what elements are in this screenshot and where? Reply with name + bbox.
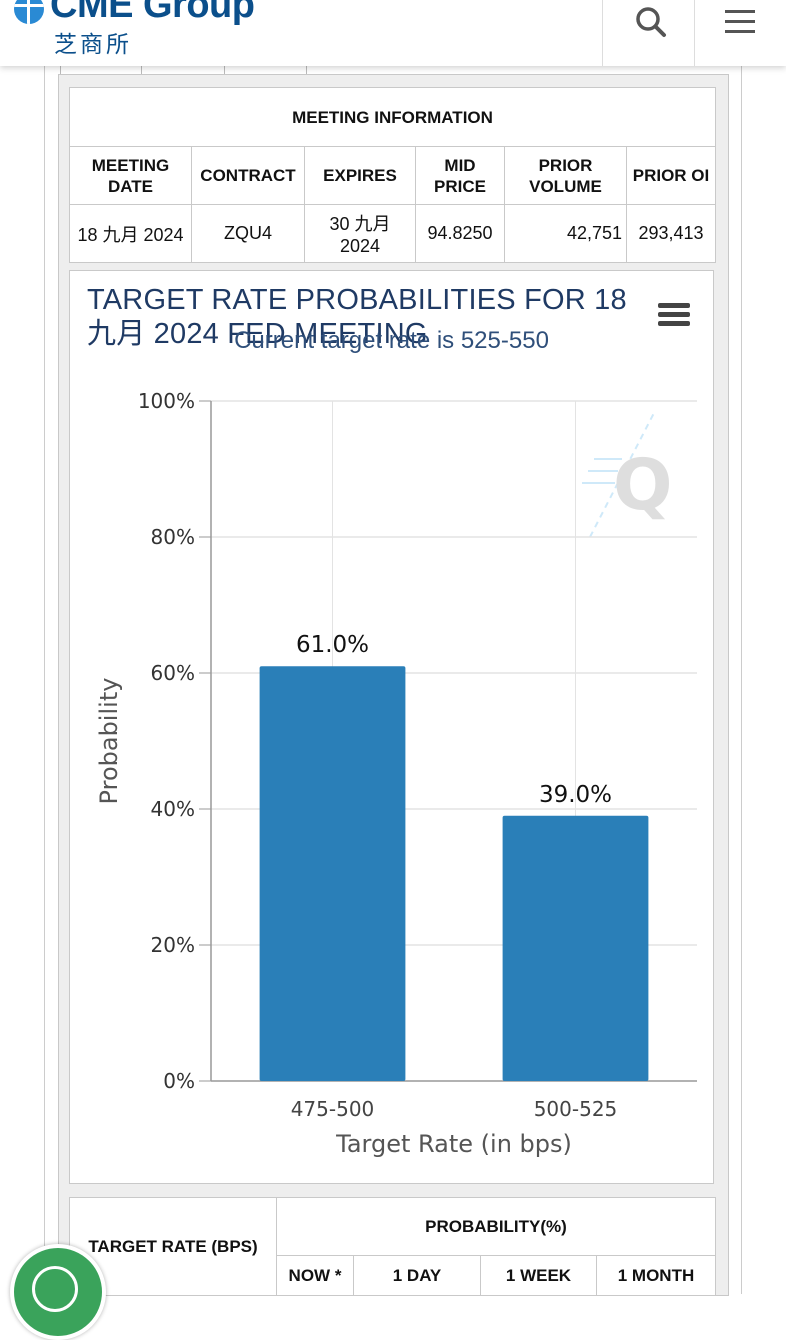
bar-data-label: 39.0% [539,782,612,808]
probability-table: TARGET RATE (BPS) PROBABILITY(%) NOW * 1… [69,1197,716,1296]
bar [502,815,649,1081]
svg-text:Q: Q [613,444,673,526]
x-tick-label: 475-500 [291,1097,375,1121]
globe-icon [14,0,44,24]
col-header-probability: PROBABILITY(%) [276,1197,716,1256]
col-header-1-day: 1 DAY [353,1255,481,1296]
cell-expires: 30 九月 2024 [304,204,416,263]
col-header-contract: CONTRACT [191,146,305,205]
chart-menu-icon[interactable] [658,303,690,330]
bar [259,666,406,1081]
content-border [44,54,742,1294]
table-row: 18 九月 2024 ZQU4 30 九月 2024 94.8250 42,75… [69,204,716,263]
chart-plot: Q 0% 20% 40% 60% 80% 100% 61.0% 475-500 39.0% 500… [95,389,697,1158]
col-header-1-week: 1 WEEK [480,1255,597,1296]
chart-subtitle: Current target rate is 525-550 [234,327,549,354]
y-tick-label: 60% [151,661,195,685]
cell-prior-oi: 293,413 [626,204,716,263]
cell-mid-price: 94.8250 [415,204,505,263]
x-tick-label: 500-525 [534,1097,618,1121]
col-header-meeting-date: MEETING DATE [69,146,192,205]
y-tick-label: 0% [163,1069,195,1093]
col-header-mid-price: MID PRICE [415,146,505,205]
settings-icon [32,1266,78,1312]
meeting-info-title: MEETING INFORMATION [69,87,716,147]
col-header-1-month: 1 MONTH [596,1255,716,1296]
y-tick-label: 80% [151,525,195,549]
site-header: CME Group 芝商所 [0,0,786,66]
cell-meeting-date: 18 九月 2024 [69,204,192,263]
col-header-prior-volume: PRIOR VOLUME [504,146,627,205]
meeting-info-table: MEETING INFORMATION MEETING DATE CONTRAC… [69,87,716,263]
y-tick-label: 20% [151,933,195,957]
logo-cn-text: 芝商所 [54,31,132,57]
y-tick-label: 100% [138,389,195,413]
cell-prior-volume: 42,751 [504,204,627,263]
hamburger-menu-icon [725,10,755,40]
chart-title: TARGET RATE PROBABILITIES FOR 18 九月 2024… [87,284,627,350]
x-axis-title: Target Rate (in bps) [335,1130,572,1158]
probability-chart: TARGET RATE PROBABILITIES FOR 18 九月 2024… [69,270,714,1184]
bar-data-label: 61.0% [296,632,369,658]
cell-contract: ZQU4 [191,204,305,263]
floating-action-button[interactable] [10,1244,106,1340]
watermark-q-icon: Q [582,410,673,538]
col-header-expires: EXPIRES [304,146,416,205]
menu-button[interactable] [694,0,786,66]
y-axis-title: Probability [95,678,123,805]
y-tick-label: 40% [151,797,195,821]
logo-text: CME Group [50,0,255,26]
col-header-prior-oi: PRIOR OI [626,146,716,205]
search-icon [636,7,666,37]
col-header-now: NOW * [276,1255,354,1296]
search-button[interactable] [602,0,695,66]
